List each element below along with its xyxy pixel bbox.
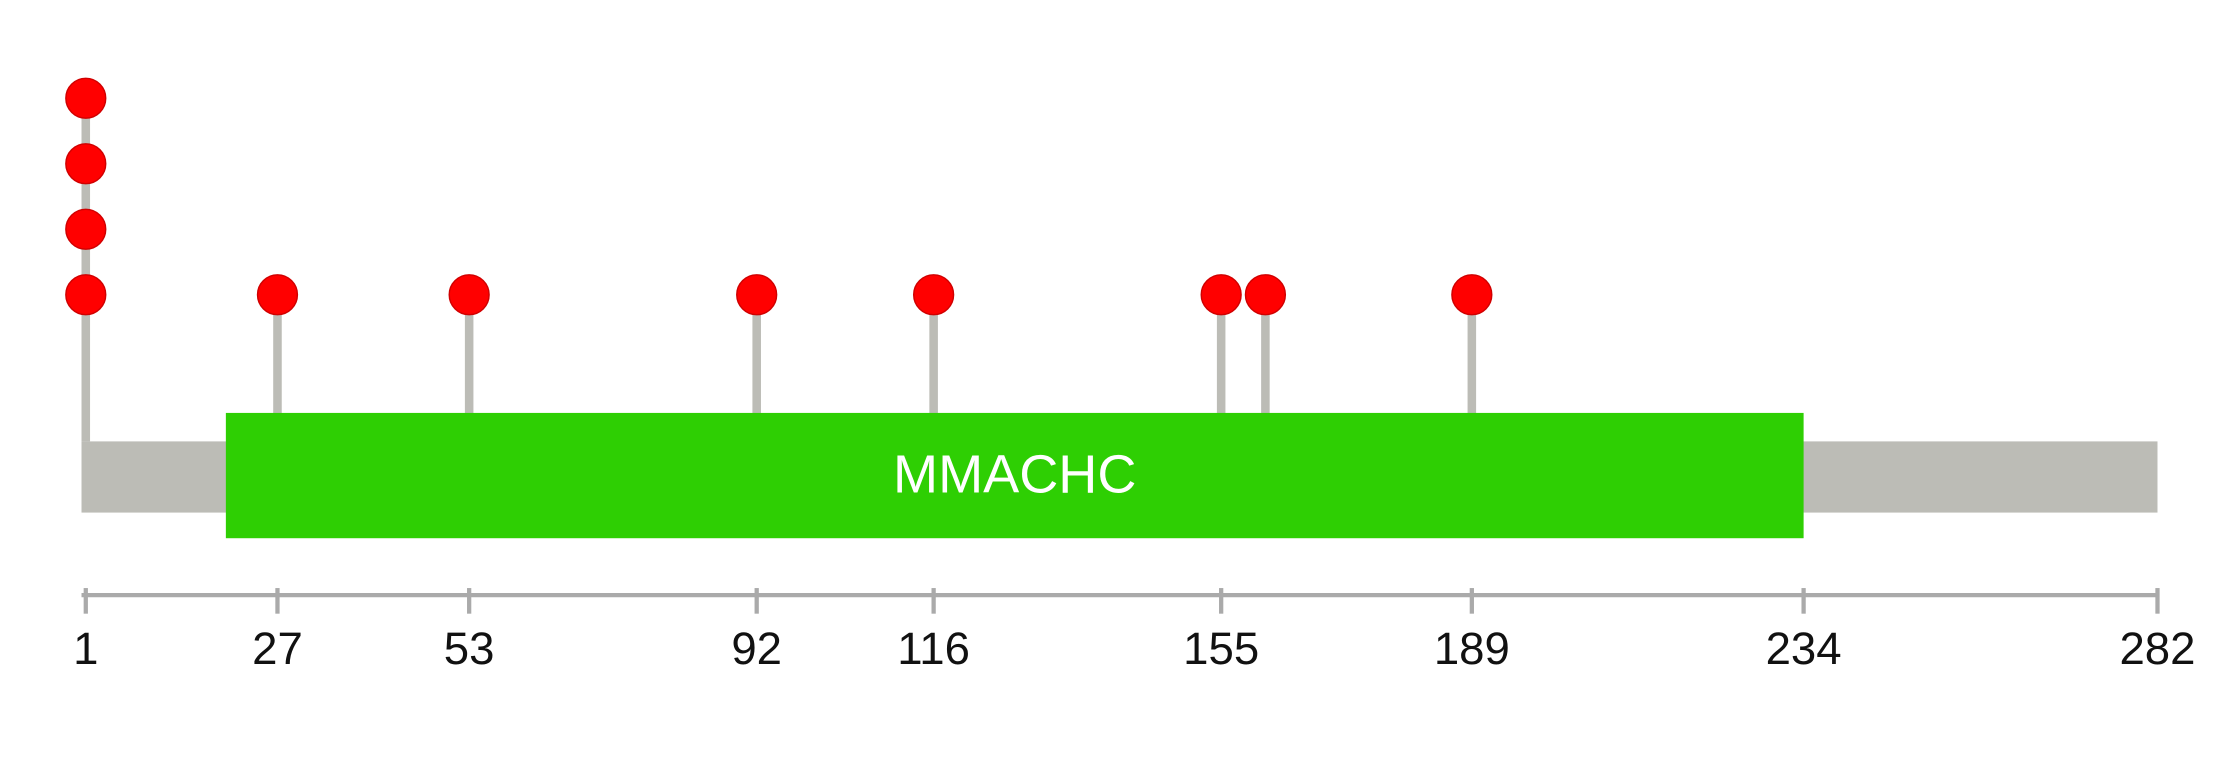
mutation-head: [736, 274, 778, 316]
mutation-head: [448, 274, 490, 316]
x-tick-label: 282: [2119, 623, 2195, 674]
domain-label: MMACHC: [893, 445, 1136, 505]
x-tick-label: 27: [252, 623, 303, 674]
mutation-head: [256, 274, 299, 316]
domain: [225, 412, 1804, 539]
x-tick-label: 92: [731, 623, 782, 674]
mutation-head: [1244, 274, 1287, 316]
mutation-head: [1451, 274, 1493, 316]
x-tick-label: 234: [1766, 623, 1842, 674]
mutation-head: [65, 77, 107, 119]
mutation-head: [65, 143, 107, 185]
x-tick-label: 155: [1183, 623, 1259, 674]
x-tick-label: 1: [73, 623, 98, 674]
mutation-head: [1200, 274, 1242, 316]
x-tick-label: 116: [897, 623, 970, 674]
x-tick-label: 53: [444, 623, 495, 674]
mutation-head: [65, 208, 107, 250]
mutation-head: [912, 274, 955, 316]
mutation-head: [65, 274, 107, 316]
x-tick-label: 189: [1434, 623, 1510, 674]
